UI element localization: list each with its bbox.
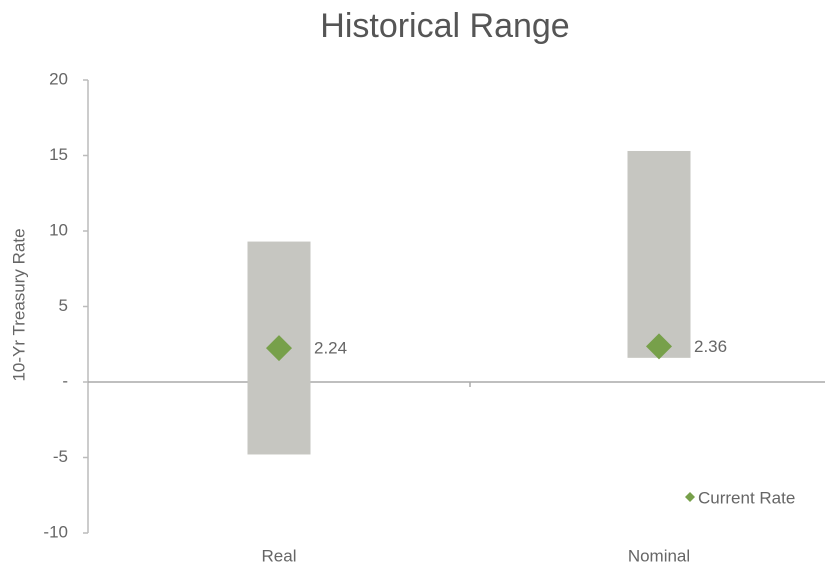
y-tick-label: -10	[43, 522, 68, 541]
x-tick-label: Nominal	[628, 546, 690, 565]
y-tick-label: 15	[49, 145, 68, 164]
current-rate-marker	[646, 333, 672, 360]
chart-title: Historical Range	[320, 7, 569, 45]
legend-label: Current Rate	[698, 488, 795, 507]
y-tick-label: 10	[49, 220, 68, 239]
y-tick-label: 20	[49, 69, 68, 88]
y-axis-label: 10-Yr Treasury Rate	[9, 228, 28, 381]
data-label: 2.36	[694, 337, 727, 356]
range-bar	[627, 150, 691, 358]
legend-marker	[685, 492, 695, 502]
y-tick-label: -	[62, 371, 68, 390]
x-tick-label: Real	[262, 546, 297, 565]
data-label: 2.24	[314, 339, 347, 358]
current-rate-marker	[266, 335, 292, 362]
y-tick-label: 5	[59, 296, 68, 315]
y-tick-label: -5	[53, 447, 68, 466]
